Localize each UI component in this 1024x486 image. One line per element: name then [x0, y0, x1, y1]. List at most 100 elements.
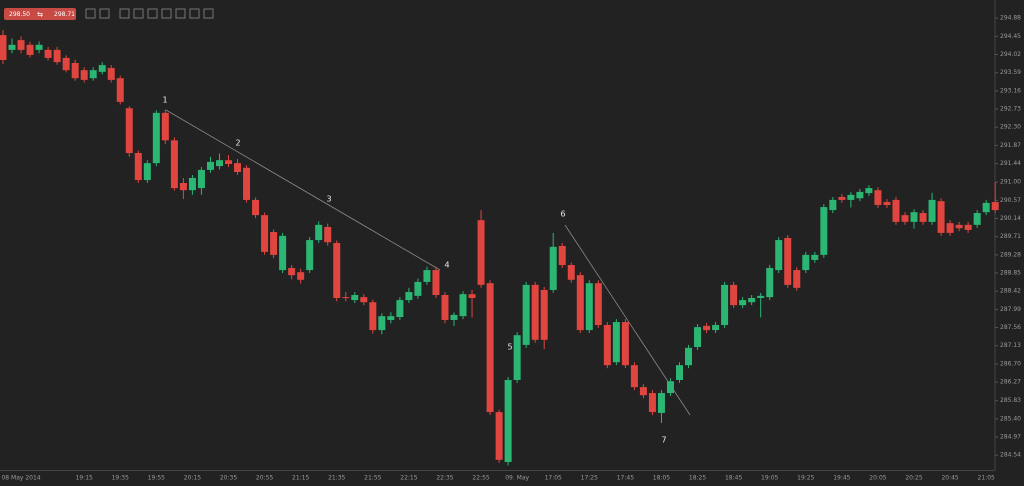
candle-body	[161, 112, 169, 141]
candle-body	[585, 283, 593, 331]
candle-body	[630, 365, 638, 388]
candle-body	[116, 78, 124, 102]
candle-body	[80, 70, 88, 80]
candle-body	[279, 235, 287, 271]
candle-body	[540, 289, 548, 340]
tool-button[interactable]	[161, 8, 172, 19]
candle-body	[703, 325, 711, 331]
candle-body	[315, 224, 323, 241]
candle-body	[396, 300, 404, 317]
y-tick-label: 293.59	[1000, 69, 1021, 76]
x-tick-label: 20:55	[256, 475, 273, 482]
candle-body	[829, 199, 837, 211]
candle-body	[206, 161, 214, 170]
tool-button[interactable]	[119, 8, 130, 19]
x-tick-label: 21:55	[364, 475, 381, 482]
quote-box[interactable]	[4, 8, 76, 20]
candle-body	[143, 163, 151, 181]
y-tick-label: 292.30	[1000, 124, 1021, 131]
candle-body	[811, 254, 819, 260]
x-tick-label: 20:05	[869, 475, 886, 482]
y-tick-label: 286.27	[1000, 379, 1021, 386]
x-tick-label: 18:45	[725, 475, 742, 482]
candle-body	[170, 140, 178, 189]
annotation: 4	[444, 261, 449, 270]
candle-body	[802, 254, 810, 271]
candle-body	[666, 381, 674, 394]
candle-body	[333, 243, 341, 298]
candle-body	[179, 183, 187, 191]
tool-button[interactable]	[147, 8, 158, 19]
candle-body	[215, 160, 223, 167]
candle-body	[865, 188, 873, 194]
candle-body	[225, 160, 232, 164]
x-tick-label: 22:55	[472, 475, 489, 482]
candle-body	[955, 224, 963, 229]
y-tick-label: 287.56	[1000, 324, 1021, 331]
y-tick-label: 290.14	[1000, 215, 1021, 222]
x-tick-label: 19:45	[833, 475, 850, 482]
candle-body	[522, 284, 530, 345]
candle-body	[657, 393, 665, 413]
candle-body	[793, 270, 801, 288]
candle-body	[549, 246, 557, 290]
x-tick-label: 21:35	[328, 475, 345, 482]
annotation: 3	[326, 195, 331, 204]
bid: 298.50	[9, 11, 30, 18]
y-tick-label: 292.73	[1000, 106, 1021, 113]
y-tick-label: 285.40	[1000, 415, 1021, 422]
candle-body	[603, 325, 611, 366]
swap-icon: ⇆	[37, 11, 43, 19]
candle-body	[937, 201, 945, 233]
candle-body	[594, 283, 602, 326]
candle-body	[766, 267, 774, 298]
candle-body	[576, 275, 584, 331]
x-tick-label: 17:25	[581, 475, 598, 482]
candle-body	[234, 163, 242, 173]
x-tick-label: 18:05	[653, 475, 670, 482]
candle-body	[35, 44, 43, 50]
annotation: 1	[162, 96, 167, 105]
zoom-out-button[interactable]	[99, 8, 110, 19]
candle-body	[17, 40, 25, 50]
candle-body	[973, 213, 981, 225]
trendline	[165, 109, 441, 271]
x-tick-label: 19:05	[761, 475, 778, 482]
candle-body	[504, 379, 512, 462]
candle-body	[982, 202, 990, 213]
candle-body	[405, 292, 413, 301]
zoom-in-button[interactable]	[85, 8, 96, 19]
candle-body	[477, 220, 485, 285]
x-tick-label: 20:35	[220, 475, 237, 482]
candle-body	[351, 295, 359, 301]
candle-body	[612, 322, 620, 363]
candle-body	[53, 49, 61, 63]
candle-body	[694, 327, 702, 348]
y-tick-label: 294.02	[1000, 51, 1021, 58]
candle-body	[676, 365, 683, 380]
candle-body	[847, 194, 855, 200]
x-tick-label: 09. May	[505, 475, 529, 482]
candle-body	[369, 302, 377, 331]
candle-body	[486, 283, 494, 413]
candle-body	[324, 226, 332, 243]
y-tick-label: 294.88	[1000, 15, 1021, 22]
candle-body	[432, 270, 440, 296]
y-tick-label: 288.42	[1000, 288, 1021, 295]
x-tick-label: 22:15	[400, 475, 417, 482]
y-tick-label: 294.45	[1000, 33, 1021, 40]
x-tick-label: 17:45	[617, 475, 634, 482]
ask: 298.71	[54, 11, 75, 18]
candle-body	[775, 240, 783, 271]
candle-body	[991, 202, 999, 211]
candle-body	[270, 232, 278, 255]
candle-body	[44, 49, 52, 58]
candle-body	[730, 284, 738, 306]
tool-button[interactable]	[189, 8, 200, 19]
tool-button[interactable]	[175, 8, 186, 19]
tool-button[interactable]	[203, 8, 214, 19]
candle-body	[513, 335, 521, 380]
tool-button[interactable]	[133, 8, 144, 19]
x-tick-label: 19:55	[148, 475, 165, 482]
